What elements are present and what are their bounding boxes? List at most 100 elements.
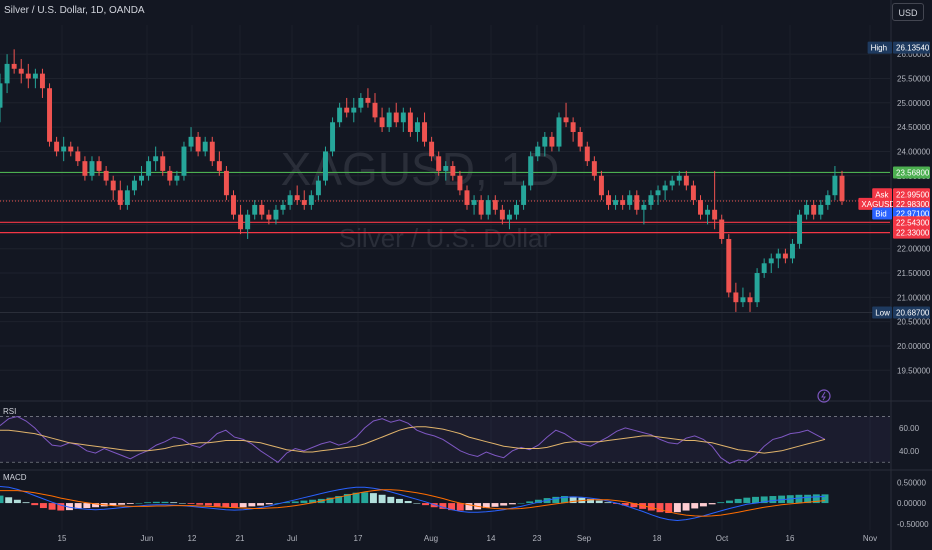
red-level-2-tag-value: 22.33000: [896, 229, 930, 238]
candle-body: [216, 161, 222, 171]
candle-body: [117, 190, 123, 205]
candle-body: [768, 258, 774, 264]
last-tag-box: [893, 197, 930, 210]
macd-histogram-bar: [699, 503, 707, 507]
candle-body: [747, 297, 753, 303]
candle-body: [103, 170, 109, 181]
candle-body: [676, 175, 682, 181]
time-tick-label: Nov: [863, 534, 877, 543]
candles: [0, 49, 845, 312]
candle-body: [18, 68, 24, 74]
time-tick-label: 16: [786, 534, 795, 543]
candle-body: [598, 175, 604, 196]
macd-histogram-bar: [66, 503, 73, 511]
alert-icon[interactable]: [817, 389, 831, 403]
macd-histogram-bar: [213, 503, 221, 507]
macd-histogram-bar: [587, 498, 594, 504]
candle-body: [606, 195, 611, 205]
macd-tick-label: 0.00000: [897, 499, 926, 508]
macd-histogram-bar: [726, 500, 733, 504]
macd-histogram-bar: [717, 502, 725, 504]
time-tick-label: Oct: [716, 534, 729, 543]
macd-histogram-bar: [378, 494, 386, 504]
candle-body: [563, 117, 569, 123]
time-tick-label: Sep: [577, 534, 592, 543]
candle-body: [570, 122, 576, 132]
macd-histogram-bar: [552, 496, 560, 504]
macd-histogram-bar: [569, 496, 577, 504]
candle-body: [683, 175, 689, 186]
high-tag-label-box: [867, 41, 892, 54]
macd-histogram-bar: [708, 503, 716, 505]
price-tick-label: 20.00000: [897, 342, 931, 351]
rsi-label: RSI: [3, 407, 17, 416]
time-tick-label: Jun: [141, 534, 154, 543]
macd-histogram-bar: [283, 502, 291, 504]
price-tick-label: 19.50000: [897, 366, 931, 375]
macd-histogram-bar: [760, 496, 768, 504]
macd-histogram-bar: [508, 503, 516, 505]
last-tag-value: 22.98300: [896, 200, 930, 209]
macd-histogram-bar: [300, 500, 308, 504]
macd-histogram-bar: [595, 500, 603, 504]
macd-histogram-bar: [500, 503, 508, 506]
macd-histogram-bar: [265, 503, 273, 505]
candle-body: [478, 200, 484, 215]
low-tag-box: [893, 306, 930, 319]
macd-histogram-bar: [22, 502, 30, 504]
candle-body: [323, 151, 328, 181]
red-level-2-tag-box: [893, 226, 930, 239]
green-level-tag-box: [893, 166, 930, 179]
low-tag-label-box: [872, 306, 892, 319]
candle-body: [782, 253, 788, 259]
candle-body: [315, 180, 321, 196]
candle-body: [818, 204, 824, 215]
candle-body: [577, 131, 583, 147]
macd-histogram-bar: [561, 496, 568, 504]
macd-histogram-bar: [31, 503, 39, 506]
candle-body: [726, 238, 732, 293]
price-tick-label: 21.50000: [897, 269, 931, 278]
time-tick-label: Jul: [287, 534, 297, 543]
candle-body: [499, 209, 505, 220]
candle-body: [231, 195, 236, 215]
rsi-tick-label: 60.00: [899, 424, 920, 433]
macd-histogram-bar: [118, 503, 126, 505]
currency-button[interactable]: USD: [892, 3, 924, 21]
candle-body: [273, 209, 279, 220]
candle-body: [457, 175, 463, 191]
candle-body: [280, 204, 286, 210]
macd-histogram-bar: [630, 503, 638, 508]
macd-histogram-bar: [74, 503, 82, 509]
macd-histogram-bar: [83, 503, 91, 509]
bid-tag-label-box: [872, 207, 892, 220]
candle-body: [712, 209, 718, 220]
candle-body: [549, 136, 555, 147]
time-axis[interactable]: 15 Jun 12 21 Jul 17 Aug 14 23 Sep 18 Oct 16 Nov: [58, 534, 878, 543]
high-tag-box: [893, 41, 930, 54]
high-tag-label: High: [871, 44, 887, 53]
macd-histogram-bar: [48, 503, 56, 510]
macd-histogram-bar: [248, 503, 256, 507]
macd-histogram-bar: [361, 492, 369, 504]
macd-histogram-bar: [604, 502, 612, 504]
price-tick-label: 25.00000: [897, 99, 931, 108]
candle-body: [202, 141, 208, 152]
candle-body: [188, 136, 194, 147]
macd-histogram-bar: [204, 503, 212, 506]
macd-histogram-bar: [13, 499, 21, 504]
low-tag-label: Low: [875, 309, 890, 318]
time-tick-label: 23: [533, 534, 542, 543]
macd-histogram-bar: [526, 501, 534, 504]
macd-histogram-bar: [343, 493, 351, 504]
time-tick-label: 18: [653, 534, 662, 543]
rsi-band: [0, 416, 890, 463]
candle-body: [698, 200, 703, 215]
macd-histogram-bar: [369, 493, 377, 504]
macd-histogram-bar: [239, 503, 247, 508]
candle-body: [195, 136, 201, 152]
candle-body: [648, 195, 654, 205]
candle-body: [436, 156, 442, 171]
macd-histogram-bar: [665, 503, 673, 514]
